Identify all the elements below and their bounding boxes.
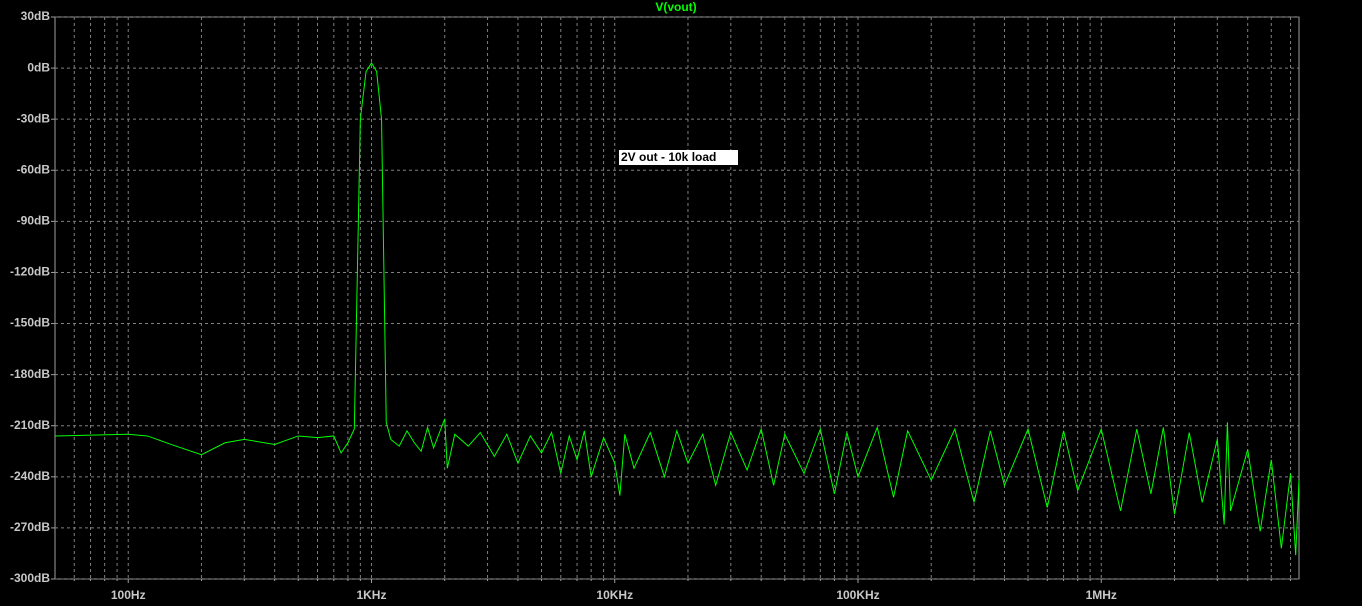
y-tick-label: 0dB — [27, 60, 50, 74]
y-tick-label: -60dB — [17, 162, 51, 176]
y-tick-label: -90dB — [17, 214, 51, 228]
y-tick-label: -300dB — [10, 571, 50, 585]
y-tick-label: -210dB — [10, 418, 50, 432]
y-tick-label: -120dB — [10, 265, 50, 279]
y-tick-label: -270dB — [10, 520, 50, 534]
annotation-box — [619, 150, 738, 165]
plot-area — [54, 62, 1300, 556]
x-tick-label: 10KHz — [596, 588, 633, 602]
x-tick-label: 100KHz — [836, 588, 879, 602]
y-tick-label: 30dB — [21, 9, 51, 23]
grid: 30dB 0dB -30dB -60dB -90dB -120dB -150dB -180dB… — [10, 9, 1299, 602]
x-tick-label: 1KHz — [356, 588, 386, 602]
annotation[interactable]: 2V out - 10k load — [621, 150, 716, 164]
x-tick-label: 1MHz — [1086, 588, 1117, 602]
y-tick-label: -150dB — [10, 316, 50, 330]
y-tick-label: -240dB — [10, 469, 50, 483]
trace-line — [54, 62, 1300, 556]
y-tick-label: -30dB — [17, 111, 51, 125]
x-tick-label: 100Hz — [111, 588, 146, 602]
plot-frame — [54, 16, 1300, 580]
trace-title[interactable]: V(vout) — [655, 0, 696, 14]
y-tick-label: -180dB — [10, 367, 50, 381]
